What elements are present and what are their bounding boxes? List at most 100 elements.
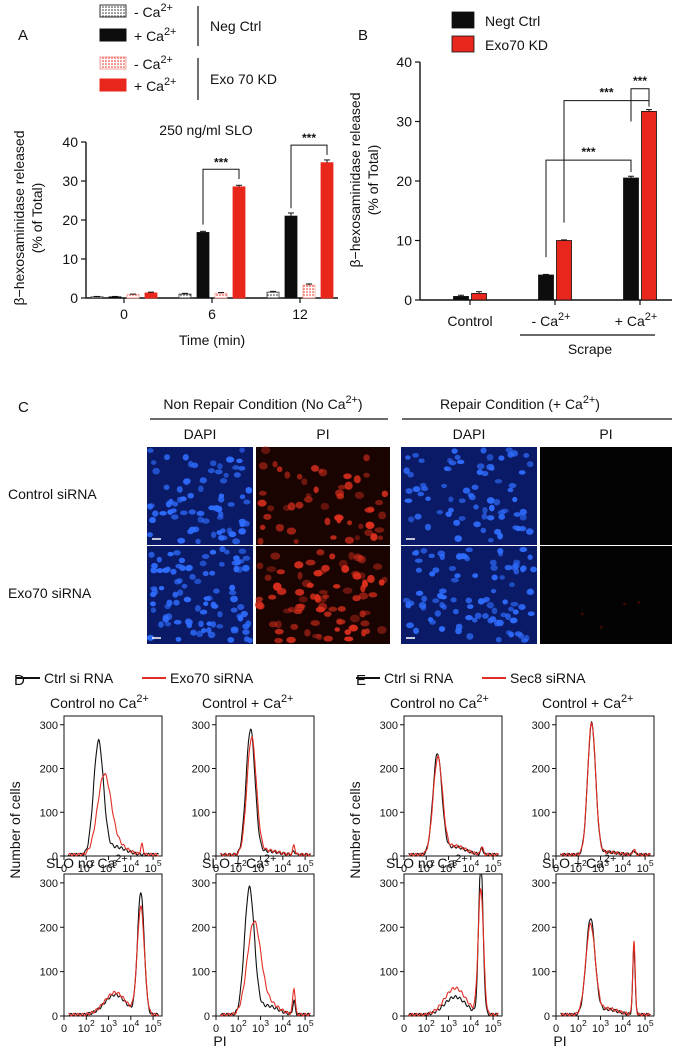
nucleus-dot: [177, 537, 186, 544]
nucleus-dot: [150, 586, 158, 591]
nucleus-dot: [458, 498, 466, 504]
nucleus-dot: [219, 478, 228, 484]
pi-stain-dot: [312, 633, 322, 639]
sig-stars-a: ***: [214, 155, 228, 169]
nucleus-dot: [158, 585, 165, 591]
panel-e-histograms: Ctrl si RNA Sec8 siRNA Number of cells PI Co…: [347, 670, 655, 1049]
bar-a-s1-c1: [196, 232, 210, 299]
x-tick-label-b: - Ca2+: [532, 311, 571, 329]
pi-stain-dot: [264, 574, 272, 581]
hist-xtick-label: 104: [274, 1018, 291, 1035]
legend-label-test: Sec8 siRNA: [510, 670, 586, 686]
sig-stars-a: ***: [302, 131, 316, 145]
nucleus-dot: [444, 466, 452, 472]
nucleus-dot: [486, 602, 495, 609]
nucleus-dot: [448, 460, 457, 466]
nucleus-dot: [439, 594, 447, 600]
y-label-hist: Number of cells: [347, 781, 363, 878]
nucleus-dot: [414, 558, 423, 563]
hist-frame-2: [403, 873, 503, 1017]
pi-stain-dot: [330, 535, 337, 540]
legend-label-ctrl: Ctrl si RNA: [384, 670, 454, 686]
nucleus-dot: [245, 486, 253, 494]
legend-group-neg-ctrl: Neg Ctrl: [210, 18, 261, 34]
bar-b-s1-c1: [556, 240, 572, 301]
nucleus-dot: [495, 636, 502, 643]
nucleus-dot: [508, 606, 514, 612]
nucleus-dot: [228, 531, 237, 538]
pi-stain-dot: [334, 627, 341, 632]
pi-stain-dot: [255, 596, 264, 602]
nucleus-dot: [415, 567, 422, 573]
hist-series-test: [68, 905, 159, 1017]
nucleus-dot: [227, 637, 235, 643]
nucleus-dot: [507, 487, 514, 493]
nucleus-dot: [230, 595, 238, 603]
nucleus-dot: [173, 619, 182, 625]
hist-xtick-label: 102: [570, 858, 587, 875]
hist-xtick-label: 103: [100, 858, 117, 875]
nucleus-dot: [512, 609, 519, 615]
nucleus-dot: [465, 547, 473, 553]
hist-xtick-label: 104: [614, 1018, 631, 1035]
nucleus-dot: [425, 496, 431, 501]
nucleus-dot: [243, 636, 250, 643]
hist-ytick-label: 0: [52, 851, 58, 863]
x-tick-label-a: 0: [120, 306, 128, 322]
nucleus-dot: [158, 621, 164, 628]
hist-ytick-label: 200: [40, 922, 58, 934]
nucleus-dot: [455, 553, 463, 560]
pi-stain-dot: [378, 579, 385, 586]
nucleus-dot: [178, 557, 186, 564]
hist-xtick-label: 104: [122, 1018, 139, 1035]
pi-stain-dot: [336, 515, 342, 524]
nucleus-dot: [502, 599, 508, 605]
x-label-a: Time (min): [179, 332, 245, 348]
pi-stain-dot: [352, 572, 362, 580]
bar-a-s3-c2: [320, 162, 334, 299]
column-label-pi: PI: [316, 426, 329, 442]
nucleus-dot: [203, 596, 211, 601]
hist-title-1: Control + Ca2+: [542, 693, 633, 711]
nucleus-dot: [229, 584, 236, 591]
y-tick-label-a: 20: [62, 212, 78, 228]
nucleus-dot: [152, 467, 160, 475]
pi-stain-dot: [336, 493, 345, 500]
pi-stain-dot: [381, 490, 389, 498]
hist-xtick-label: 104: [274, 858, 291, 875]
pi-stain-dot: [310, 593, 316, 600]
pi-stain-dot: [287, 606, 296, 613]
pi-stain-dot: [258, 490, 267, 496]
hist-xtick-label: 102: [78, 1018, 95, 1035]
nucleus-dot: [216, 515, 224, 520]
hist-xtick-label: 0: [553, 863, 559, 875]
pi-stain-dot: [348, 551, 355, 560]
pi-stain-dot: [329, 553, 336, 560]
sig-stars-b: ***: [581, 145, 595, 159]
hist-series-ctrl: [408, 873, 499, 1017]
nucleus-dot: [462, 487, 471, 494]
nucleus-dot: [150, 460, 157, 465]
hist-xtick-label: 105: [485, 1018, 502, 1035]
nucleus-dot: [424, 523, 432, 531]
pi-stain-dot: [337, 484, 347, 490]
hist-series-test: [408, 887, 499, 1017]
bar-a-s2-c2: [302, 284, 316, 299]
nucleus-dot: [189, 573, 196, 580]
nucleus-dot: [147, 503, 155, 509]
hist-series-test: [68, 772, 159, 857]
nucleus-dot: [489, 466, 495, 471]
hist-xtick-label: 103: [440, 1018, 457, 1035]
y-label-b: β−hexosaminidase released (% of Total): [347, 93, 381, 268]
nucleus-dot: [455, 627, 462, 635]
nucleus-dot: [218, 534, 225, 541]
nucleus-dot: [504, 564, 513, 571]
pi-stain-dot: [286, 527, 297, 535]
legend-group-exo70kd: Exo 70 KD: [210, 71, 277, 87]
nucleus-dot: [213, 588, 220, 594]
y-label-hist-text: Number of cells: [347, 781, 363, 878]
nucleus-dot: [481, 470, 489, 477]
nucleus-dot: [230, 607, 238, 613]
y-tick-label-a: 30: [62, 173, 78, 189]
nucleus-dot: [468, 494, 476, 501]
